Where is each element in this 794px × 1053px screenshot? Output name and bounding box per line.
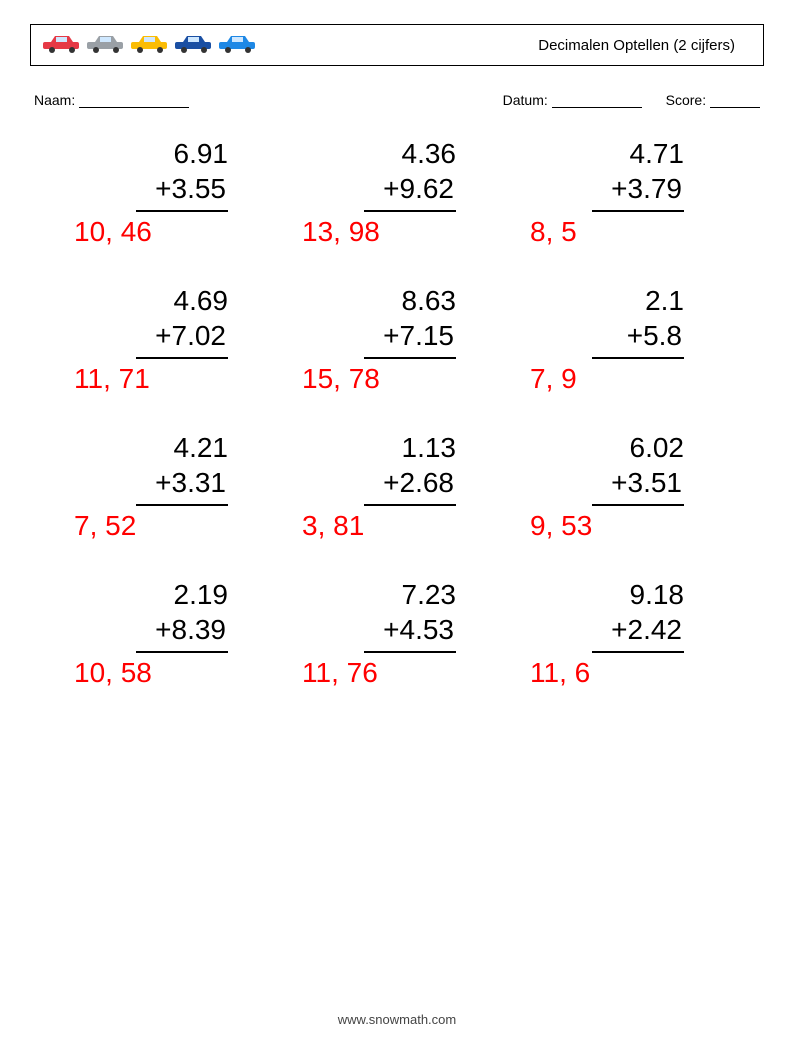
operand-bottom-wrap: +7.02 bbox=[70, 318, 268, 359]
operand-top: 6.02 bbox=[526, 430, 724, 465]
problem-11: 7.23 +4.53 11, 76 bbox=[298, 577, 496, 690]
operand-bottom-wrap: +2.68 bbox=[298, 465, 496, 506]
car-icon-suv bbox=[173, 33, 215, 58]
footer-url: www.snowmath.com bbox=[0, 1012, 794, 1027]
car-icons-row bbox=[41, 33, 259, 58]
operand-top: 4.21 bbox=[70, 430, 268, 465]
problem-9: 6.02 +3.51 9, 53 bbox=[526, 430, 724, 543]
car-icon bbox=[129, 33, 171, 53]
problem-10: 2.19 +8.39 10, 58 bbox=[70, 577, 268, 690]
problem-3: 4.71 +3.79 8, 5 bbox=[526, 136, 724, 249]
operand-bottom: +8.39 bbox=[136, 612, 228, 653]
operand-bottom: +3.79 bbox=[592, 171, 684, 212]
operand-top: 4.71 bbox=[526, 136, 724, 171]
operand-bottom-wrap: +9.62 bbox=[298, 171, 496, 212]
operand-bottom: +2.42 bbox=[592, 612, 684, 653]
header-bar: Decimalen Optellen (2 cijfers) bbox=[30, 24, 764, 66]
meta-row: Naam: Datum: Score: bbox=[30, 92, 764, 108]
operand-bottom-wrap: +3.31 bbox=[70, 465, 268, 506]
problem-7: 4.21 +3.31 7, 52 bbox=[70, 430, 268, 543]
answer: 7, 52 bbox=[70, 508, 268, 543]
operand-top: 4.69 bbox=[70, 283, 268, 318]
problem-2: 4.36 +9.62 13, 98 bbox=[298, 136, 496, 249]
name-field: Naam: bbox=[34, 92, 503, 108]
operand-bottom: +7.02 bbox=[136, 318, 228, 359]
operand-top: 4.36 bbox=[298, 136, 496, 171]
car-icon bbox=[41, 33, 83, 53]
problem-12: 9.18 +2.42 11, 6 bbox=[526, 577, 724, 690]
score-blank[interactable] bbox=[710, 93, 760, 108]
answer: 7, 9 bbox=[526, 361, 724, 396]
car-icon bbox=[85, 33, 127, 53]
operand-bottom-wrap: +7.15 bbox=[298, 318, 496, 359]
problem-8: 1.13 +2.68 3, 81 bbox=[298, 430, 496, 543]
operand-top: 8.63 bbox=[298, 283, 496, 318]
answer: 10, 46 bbox=[70, 214, 268, 249]
operand-top: 6.91 bbox=[70, 136, 268, 171]
operand-bottom: +3.51 bbox=[592, 465, 684, 506]
operand-bottom: +9.62 bbox=[364, 171, 456, 212]
operand-top: 9.18 bbox=[526, 577, 724, 612]
answer: 15, 78 bbox=[298, 361, 496, 396]
problem-4: 4.69 +7.02 11, 71 bbox=[70, 283, 268, 396]
answer: 11, 6 bbox=[526, 655, 724, 690]
operand-bottom-wrap: +8.39 bbox=[70, 612, 268, 653]
operand-top: 1.13 bbox=[298, 430, 496, 465]
worksheet-page: Decimalen Optellen (2 cijfers) Naam: Dat… bbox=[0, 0, 794, 1053]
answer: 9, 53 bbox=[526, 508, 724, 543]
operand-top: 2.1 bbox=[526, 283, 724, 318]
operand-bottom: +7.15 bbox=[364, 318, 456, 359]
operand-bottom: +5.8 bbox=[592, 318, 684, 359]
operand-bottom: +4.53 bbox=[364, 612, 456, 653]
operand-bottom-wrap: +3.51 bbox=[526, 465, 724, 506]
operand-bottom: +3.55 bbox=[136, 171, 228, 212]
name-label: Naam: bbox=[34, 92, 75, 108]
answer: 11, 71 bbox=[70, 361, 268, 396]
operand-bottom-wrap: +4.53 bbox=[298, 612, 496, 653]
car-icon-compact bbox=[129, 33, 171, 58]
problem-6: 2.1 +5.8 7, 9 bbox=[526, 283, 724, 396]
problem-1: 6.91 +3.55 10, 46 bbox=[70, 136, 268, 249]
problem-5: 8.63 +7.15 15, 78 bbox=[298, 283, 496, 396]
date-field: Datum: bbox=[503, 92, 642, 108]
operand-bottom-wrap: +5.8 bbox=[526, 318, 724, 359]
date-label: Datum: bbox=[503, 92, 548, 108]
car-icon bbox=[217, 33, 259, 53]
name-blank[interactable] bbox=[79, 93, 189, 108]
operand-bottom-wrap: +3.79 bbox=[526, 171, 724, 212]
operand-bottom: +3.31 bbox=[136, 465, 228, 506]
answer: 3, 81 bbox=[298, 508, 496, 543]
date-blank[interactable] bbox=[552, 93, 642, 108]
operand-bottom-wrap: +3.55 bbox=[70, 171, 268, 212]
score-label: Score: bbox=[666, 92, 706, 108]
car-icon-sedan bbox=[41, 33, 83, 58]
operand-top: 7.23 bbox=[298, 577, 496, 612]
operand-bottom: +2.68 bbox=[364, 465, 456, 506]
problems-grid: 6.91 +3.55 10, 46 4.36 +9.62 13, 98 4.71… bbox=[30, 128, 764, 690]
operand-bottom-wrap: +2.42 bbox=[526, 612, 724, 653]
car-icon-trailer bbox=[85, 33, 127, 58]
operand-top: 2.19 bbox=[70, 577, 268, 612]
answer: 8, 5 bbox=[526, 214, 724, 249]
answer: 11, 76 bbox=[298, 655, 496, 690]
answer: 13, 98 bbox=[298, 214, 496, 249]
score-field: Score: bbox=[666, 92, 760, 108]
car-icon bbox=[173, 33, 215, 53]
answer: 10, 58 bbox=[70, 655, 268, 690]
worksheet-title: Decimalen Optellen (2 cijfers) bbox=[538, 37, 735, 54]
car-icon-pickup bbox=[217, 33, 259, 58]
